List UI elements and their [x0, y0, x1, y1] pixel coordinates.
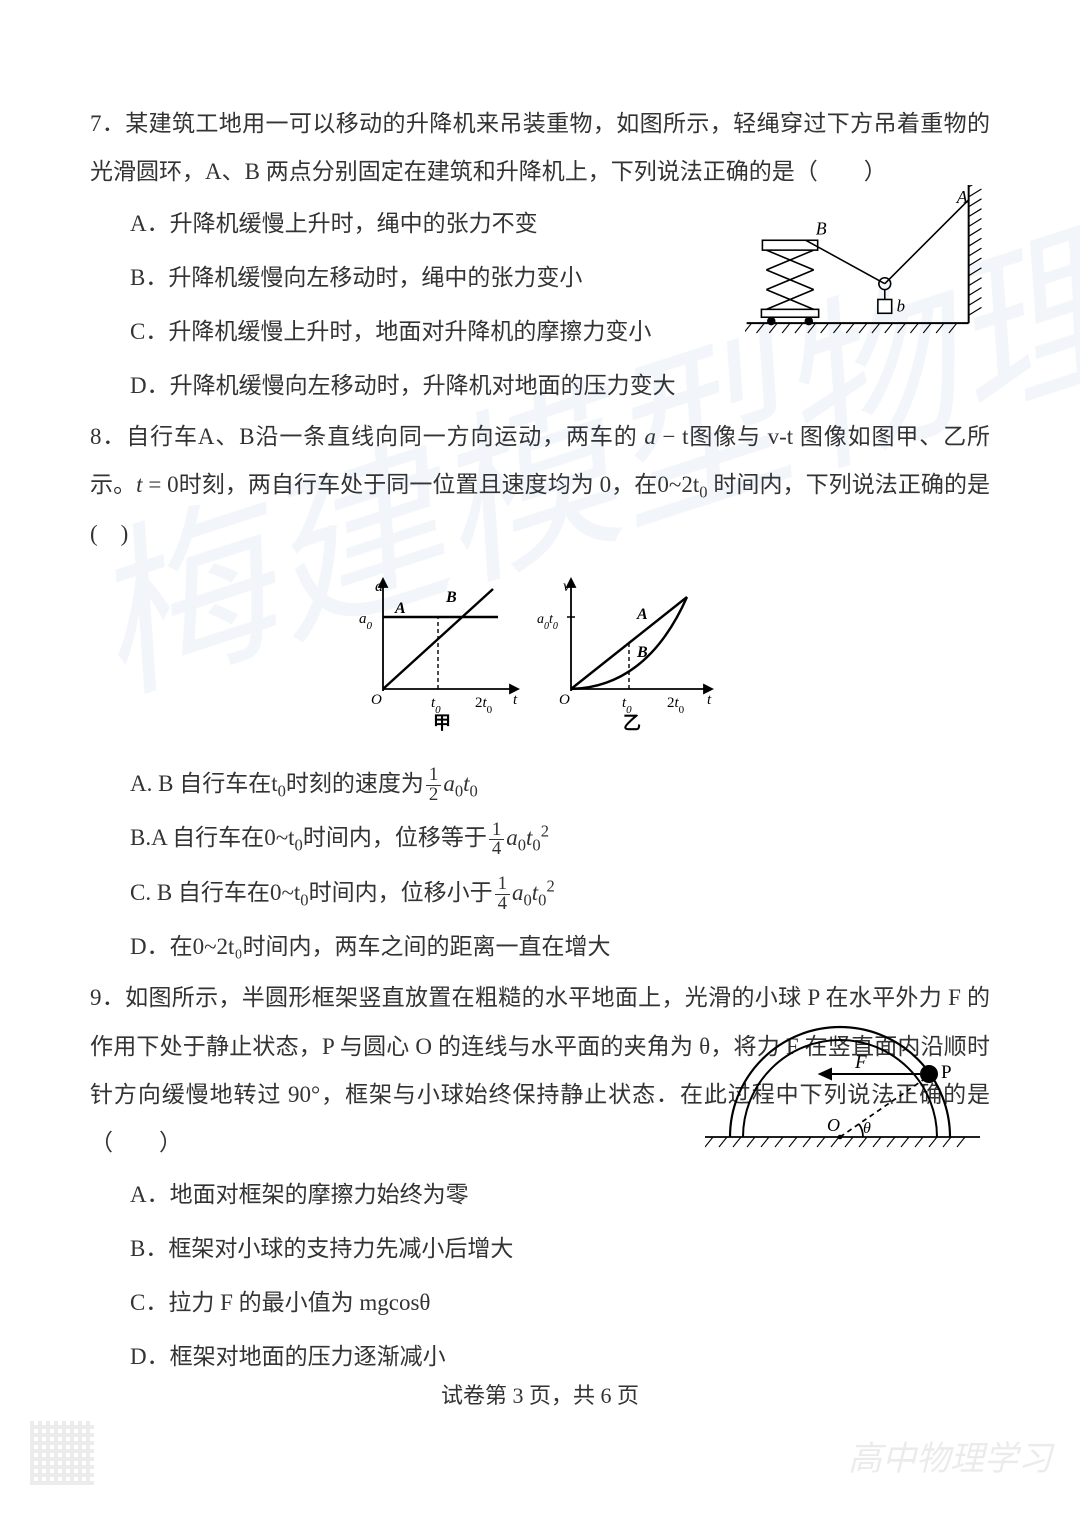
q9-number: 9． [90, 985, 125, 1010]
q9-figure: F O θ P [705, 1022, 980, 1157]
svg-text:2t0: 2t0 [667, 695, 685, 716]
q8-sym-at: a [644, 424, 656, 449]
svg-text:O: O [371, 692, 382, 708]
svg-text:A: A [636, 606, 648, 623]
q8-option-d: D．在0~2t₀时间内，两车之间的距离一直在增大 [130, 920, 990, 974]
q8-figures: a a0 A B O t0 2t0 t 甲 v [90, 569, 990, 739]
q8-option-b: B.A 自行车在0~t0时间内，位移等于14a0t02 [130, 811, 990, 866]
q9-option-a: A．地面对框架的摩擦力始终为零 [130, 1168, 990, 1222]
label-F: F [854, 1052, 867, 1073]
q8b-mid: 时间内，位移等于 [303, 825, 487, 850]
ground-icon [745, 323, 969, 333]
svg-text:v: v [563, 578, 571, 595]
rope-icon [806, 200, 969, 313]
q8-option-c: C. B 自行车在0~t0时间内，位移小于14a0t02 [130, 866, 990, 921]
q8-text-3: 时刻，两自行车处于同一位置且速度均为 0，在 [179, 472, 658, 497]
label-B: B [816, 218, 827, 238]
svg-text:B: B [445, 589, 457, 606]
wall-icon [969, 185, 982, 323]
q8c-frac-d: 4 [495, 895, 510, 914]
caption-yi: 乙 [623, 713, 641, 733]
q7-option-d: D．升降机缓慢向左移动时，升降机对地面的压力变大 [130, 359, 990, 413]
q8a-mid: 时刻的速度为 [286, 771, 424, 796]
bottom-watermark: 高中物理学习 [848, 1431, 1052, 1480]
label-b: b [897, 296, 905, 315]
q8-option-a: A. B 自行车在t0时刻的速度为12a0t0 [130, 757, 990, 812]
q8-chart-jia: a a0 A B O t0 2t0 t 甲 [353, 569, 533, 734]
q9-option-b: B．框架对小球的支持力先减小后增大 [130, 1222, 990, 1276]
svg-text:a0t0: a0t0 [537, 612, 558, 632]
q7-stem-text: 某建筑工地用一可以移动的升降机来吊装重物，如图所示，轻绳穿过下方吊着重物的光滑圆… [90, 111, 990, 184]
q8-t0: t [136, 472, 142, 497]
label-O: O [827, 1115, 840, 1135]
qr-watermark-icon [30, 1421, 94, 1485]
q8a-pre: A. B 自行车在 [130, 771, 271, 796]
svg-text:t: t [513, 692, 518, 708]
svg-text:a0: a0 [359, 611, 373, 632]
label-P: P [941, 1062, 952, 1083]
q7-number: 7． [90, 111, 125, 136]
exam-page: 梅建模型物理 7．某建筑工地用一可以移动的升降机来吊装重物，如图所示，轻绳穿过下… [0, 0, 1080, 1525]
svg-text:A: A [394, 600, 406, 617]
q8c-pre: C. B 自行车在 [130, 880, 270, 905]
q9-option-d: D．框架对地面的压力逐渐减小 [130, 1330, 990, 1384]
page-footer: 试卷第 3 页，共 6 页 [0, 1378, 1080, 1410]
q8b-frac-d: 4 [489, 840, 504, 859]
svg-text:a: a [375, 578, 383, 595]
q8-stem: 8．自行车A、B沿一条直线向同一方向运动，两车的 a − t图像与 v-t 图像… [90, 413, 990, 559]
q8-options: A. B 自行车在t0时刻的速度为12a0t0 B.A 自行车在0~t0时间内，… [90, 757, 990, 975]
q8-text-1: 自行车A、B沿一条直线向同一方向运动，两车的 [126, 424, 644, 449]
q7-stem: 7．某建筑工地用一可以移动的升降机来吊装重物，如图所示，轻绳穿过下方吊着重物的光… [90, 100, 990, 197]
svg-text:2t0: 2t0 [475, 695, 493, 716]
svg-text:t: t [707, 692, 712, 708]
q8a-frac-n: 1 [426, 766, 441, 786]
q8-number: 8． [90, 424, 126, 449]
q8c-mid: 时间内，位移小于 [309, 880, 493, 905]
label-theta: θ [863, 1120, 871, 1137]
q8b-pre: B.A 自行车在 [130, 825, 264, 850]
svg-text:B: B [636, 644, 648, 661]
q9-options: A．地面对框架的摩擦力始终为零 B．框架对小球的支持力先减小后增大 C．拉力 F… [90, 1168, 990, 1384]
q8a-frac-d: 2 [426, 786, 441, 805]
q8-chart-yi: v a0t0 A B O t0 2t0 t 乙 [537, 569, 727, 734]
label-A: A [956, 187, 968, 207]
q7-figure: A B b [745, 185, 990, 335]
caption-jia: 甲 [433, 713, 451, 733]
svg-text:O: O [559, 692, 570, 708]
lift-icon [761, 240, 818, 324]
q9-option-c: C．拉力 F 的最小值为 mgcosθ [130, 1276, 990, 1330]
